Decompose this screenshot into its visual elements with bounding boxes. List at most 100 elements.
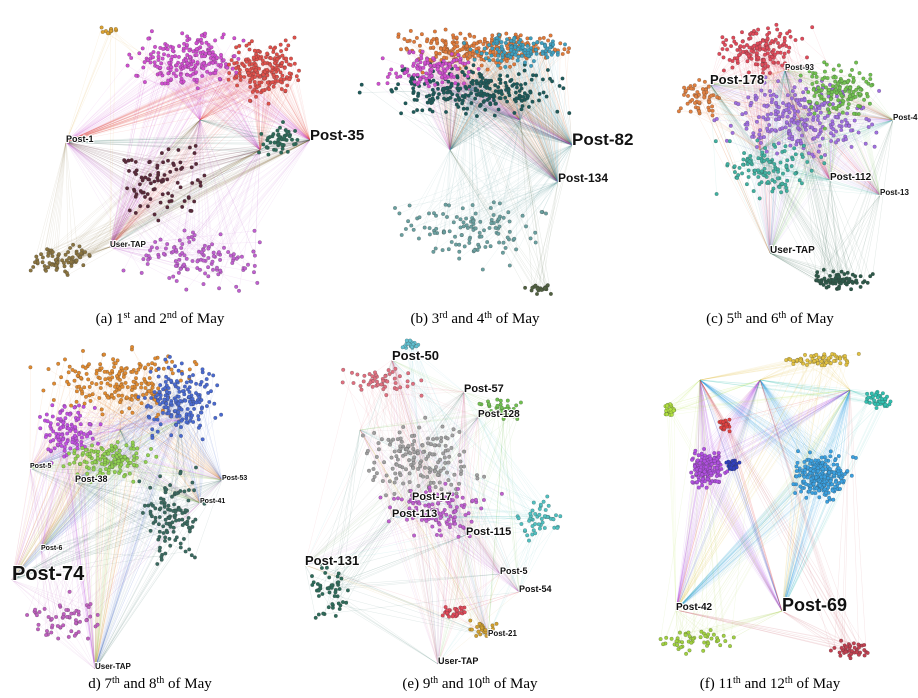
node — [262, 89, 266, 93]
node — [219, 53, 223, 57]
node — [205, 41, 209, 45]
node — [280, 87, 284, 91]
node — [179, 161, 183, 165]
node — [207, 62, 211, 66]
node — [208, 52, 212, 56]
node — [143, 80, 147, 84]
node — [162, 53, 166, 57]
node — [213, 39, 217, 43]
edge — [850, 390, 866, 652]
node — [235, 61, 239, 65]
node — [148, 160, 152, 164]
node — [233, 54, 237, 58]
edge — [305, 373, 352, 565]
node — [263, 77, 267, 81]
node — [272, 50, 276, 54]
edge — [782, 611, 850, 648]
page: Post-1Post-35User-TAP(a) 1st and 2nd of … — [0, 0, 918, 698]
node — [256, 73, 260, 77]
node — [156, 65, 160, 69]
node — [147, 37, 151, 41]
node — [212, 57, 216, 61]
node — [167, 72, 171, 76]
graph-edges — [12, 25, 893, 669]
node — [279, 77, 283, 81]
node — [183, 199, 187, 203]
node — [141, 47, 145, 51]
node — [200, 34, 204, 38]
node — [297, 69, 301, 73]
edge — [856, 120, 893, 282]
node — [159, 62, 163, 66]
node — [167, 61, 171, 65]
node — [296, 78, 300, 82]
node — [248, 99, 252, 103]
node — [265, 52, 269, 56]
node — [211, 61, 215, 65]
node — [284, 57, 288, 61]
node — [182, 49, 186, 53]
node — [289, 57, 293, 61]
node — [204, 52, 208, 56]
node — [268, 63, 272, 67]
node — [209, 72, 213, 76]
edge — [667, 411, 676, 610]
node — [253, 49, 257, 53]
node — [177, 55, 181, 59]
node — [265, 68, 269, 72]
node — [189, 68, 193, 72]
node — [170, 55, 174, 59]
node — [166, 205, 170, 209]
node — [233, 36, 237, 40]
edge — [850, 390, 859, 655]
edge — [478, 417, 531, 519]
node — [138, 52, 142, 56]
node — [256, 85, 260, 89]
node — [202, 67, 206, 71]
node — [266, 74, 270, 78]
node — [199, 38, 203, 42]
node — [152, 50, 156, 54]
node — [242, 75, 246, 79]
edge — [700, 113, 760, 150]
node — [253, 80, 257, 84]
node — [248, 68, 252, 72]
node — [275, 53, 279, 57]
node — [175, 68, 179, 72]
node — [214, 71, 218, 75]
node — [242, 39, 246, 43]
node — [264, 55, 268, 59]
node — [166, 47, 170, 51]
node — [281, 74, 285, 78]
edge — [852, 195, 880, 282]
node — [159, 46, 163, 50]
edge — [335, 592, 438, 664]
node — [180, 77, 184, 81]
edge — [369, 392, 464, 471]
node — [251, 90, 255, 94]
node — [182, 42, 186, 46]
node — [272, 73, 276, 77]
node — [219, 63, 223, 67]
node — [239, 78, 243, 82]
node — [188, 146, 192, 150]
node — [194, 71, 198, 75]
node — [221, 36, 225, 40]
edge — [322, 430, 360, 594]
node — [166, 159, 170, 163]
edge — [717, 611, 782, 641]
node — [158, 72, 162, 76]
node — [202, 62, 206, 66]
node — [205, 70, 209, 74]
node — [175, 63, 179, 67]
node — [195, 41, 199, 45]
node — [253, 75, 257, 79]
node — [239, 75, 243, 79]
node — [284, 89, 288, 93]
node — [269, 46, 273, 50]
node — [196, 61, 200, 65]
node — [203, 32, 207, 36]
node — [153, 45, 157, 49]
node — [210, 46, 214, 50]
node — [199, 184, 203, 188]
